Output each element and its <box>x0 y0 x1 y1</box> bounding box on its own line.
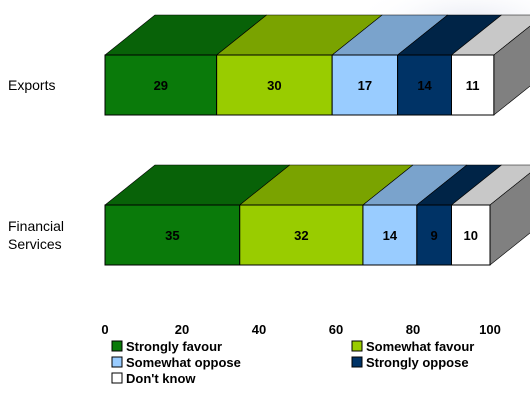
x-tick-label: 80 <box>406 322 420 337</box>
bar-segment[interactable] <box>416 204 453 266</box>
legend-item: Strongly oppose <box>351 355 469 370</box>
legend-item: Somewhat favour <box>351 339 474 354</box>
data-label: 30 <box>267 78 281 93</box>
data-label: 35 <box>165 228 179 243</box>
bar-group-1: Exports 29 30 17 14 11 <box>8 14 530 116</box>
legend-label: Don't know <box>126 371 196 386</box>
bar-segment[interactable] <box>239 204 364 266</box>
x-tick-label: 0 <box>101 322 108 337</box>
data-label: 14 <box>383 228 398 243</box>
bar-segment[interactable] <box>104 54 218 116</box>
x-tick-label: 40 <box>252 322 266 337</box>
legend-swatch <box>111 372 123 384</box>
category-label: Exports <box>8 77 55 93</box>
legend-label: Somewhat oppose <box>126 355 241 370</box>
legend-swatch <box>351 340 363 352</box>
data-label: 10 <box>464 228 478 243</box>
legend-label: Somewhat favour <box>366 339 474 354</box>
bar-segment[interactable] <box>397 54 453 116</box>
legend-label: Strongly favour <box>126 339 222 354</box>
bars-group: Exports 29 30 17 14 11 Financial Services 35 32 14… <box>8 14 530 266</box>
bar-segment[interactable] <box>331 54 399 116</box>
bar-segment[interactable] <box>104 204 241 266</box>
category-label-line: Services <box>8 236 62 252</box>
data-label: 32 <box>294 228 308 243</box>
x-axis: 0 20 40 60 80 100 <box>101 322 500 337</box>
data-label: 11 <box>466 78 480 93</box>
data-label: 29 <box>154 78 168 93</box>
data-label: 9 <box>431 228 438 243</box>
legend-item: Don't know <box>111 371 196 386</box>
category-label-line: Exports <box>8 77 55 93</box>
bar-segment[interactable] <box>362 204 418 266</box>
legend-label: Strongly oppose <box>366 355 469 370</box>
legend-item: Somewhat oppose <box>111 355 241 370</box>
legend-swatch <box>111 356 123 368</box>
bar-group-2: Financial Services 35 32 14 9 10 <box>8 164 530 266</box>
data-label: 14 <box>417 78 432 93</box>
bar-segment[interactable] <box>451 54 495 116</box>
data-label: 17 <box>358 78 372 93</box>
legend-item: Strongly favour <box>111 339 222 354</box>
x-tick-label: 20 <box>175 322 189 337</box>
legend-swatch <box>111 340 123 352</box>
bar-segment[interactable] <box>451 204 491 266</box>
category-label-line: Financial <box>8 218 64 234</box>
x-tick-label: 100 <box>479 322 501 337</box>
legend-swatch <box>351 356 363 368</box>
legend: Strongly favour Somewhat favour Somewhat o… <box>111 339 474 386</box>
category-label: Financial Services <box>8 218 64 252</box>
x-tick-label: 60 <box>329 322 343 337</box>
